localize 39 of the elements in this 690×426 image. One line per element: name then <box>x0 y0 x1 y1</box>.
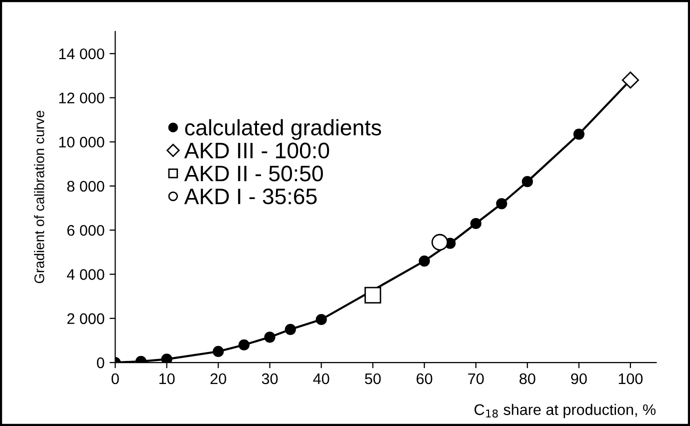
y-axis-title: Gradient of calibration curve <box>34 110 44 284</box>
y-tick-label: 2 000 <box>67 313 104 324</box>
legend-label: calculated gradients <box>185 119 382 140</box>
x-axis-title: C$_{18}$ share at production, % <box>474 404 656 418</box>
y-tick-label: 14 000 <box>59 48 104 60</box>
point <box>212 346 224 358</box>
point <box>284 324 296 335</box>
x-tick-label: 40 <box>313 373 330 384</box>
legend-label: AKD I - 35:65 <box>184 188 317 204</box>
point <box>418 255 430 267</box>
point <box>161 354 172 363</box>
y-tick-label: 12 000 <box>59 92 104 104</box>
x-tick-label: 30 <box>262 373 278 384</box>
x-tick-label: 90 <box>571 373 587 384</box>
point <box>364 286 382 304</box>
legend-label: AKD III - 100:0 <box>184 142 330 158</box>
x-tick-label: 50 <box>364 373 381 384</box>
x-tick-label: 100 <box>618 373 643 384</box>
point <box>264 332 276 343</box>
point <box>496 198 508 210</box>
point <box>431 234 448 251</box>
x-tick-label: 70 <box>468 373 484 384</box>
x-tick-label: 10 <box>159 373 175 384</box>
x-tick-label: 60 <box>416 373 432 384</box>
point <box>622 72 639 89</box>
point <box>238 339 250 350</box>
y-tick-label: 8 000 <box>67 180 104 192</box>
x-tick-label: 80 <box>520 373 536 384</box>
point <box>573 128 584 140</box>
legend-label: AKD II - 50:50 <box>184 166 323 182</box>
y-tick-label: 0 <box>96 357 104 368</box>
x-tick-label: 20 <box>210 373 226 384</box>
point <box>316 314 327 326</box>
y-tick-label: 6 000 <box>67 224 104 236</box>
x-tick-label: 0 <box>112 373 119 384</box>
y-tick-label: 10 000 <box>59 136 104 148</box>
point <box>522 176 533 188</box>
y-tick-label: 4 000 <box>66 269 104 280</box>
point <box>470 218 482 230</box>
